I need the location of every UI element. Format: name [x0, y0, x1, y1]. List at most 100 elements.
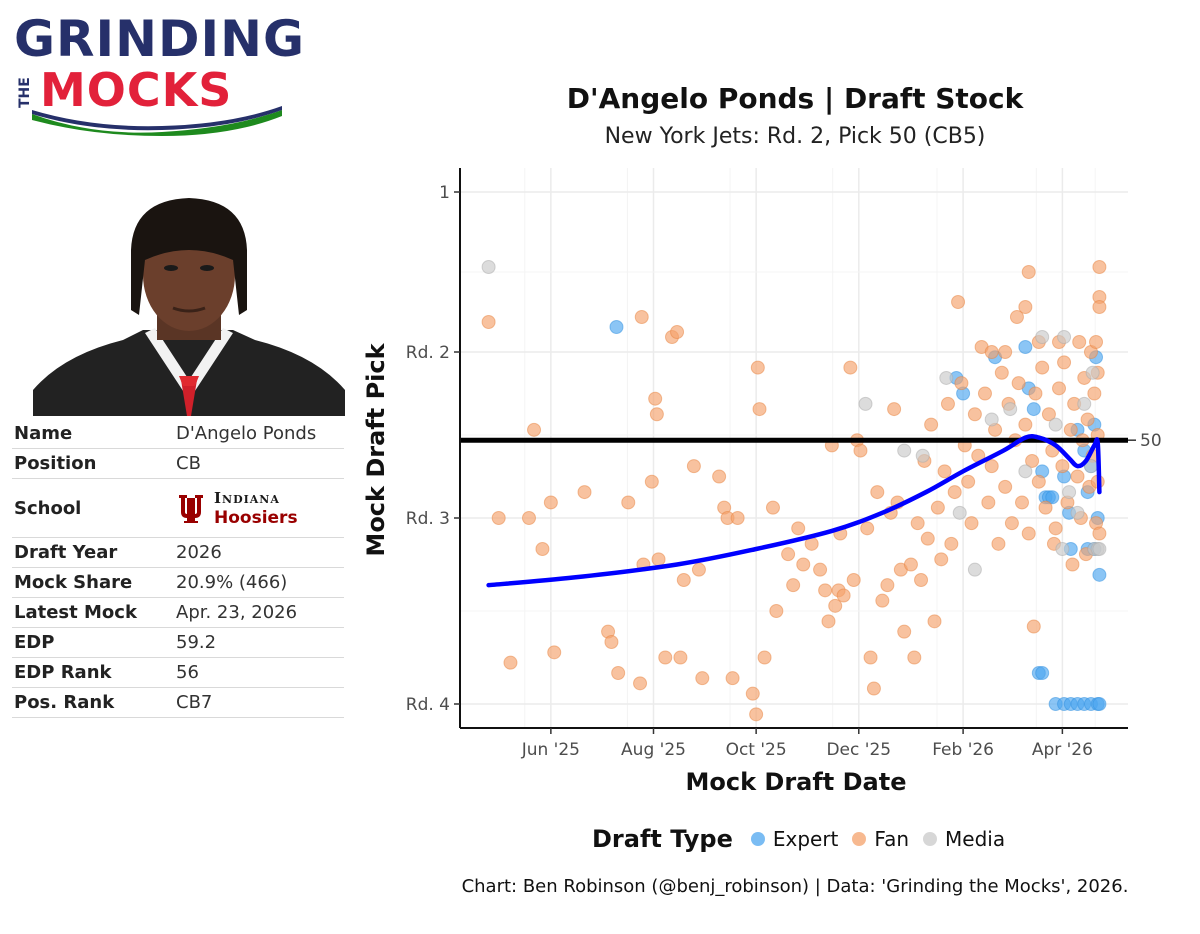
data-point-fan	[649, 407, 664, 422]
data-point-fan	[1048, 521, 1063, 536]
data-point-fan	[695, 671, 710, 686]
data-point-fan	[1035, 360, 1050, 375]
data-point-media	[858, 396, 873, 411]
data-point-expert	[1092, 567, 1107, 582]
x-tick-label: Jun '25	[521, 740, 580, 760]
data-point-fan	[1018, 300, 1033, 314]
latest-mock-label: Latest Mock	[12, 597, 174, 628]
chart-legend: Draft Type Expert Fan Media	[592, 825, 1005, 853]
data-point-fan	[750, 360, 765, 375]
edp-rank-label: EDP Rank	[12, 657, 174, 688]
data-point-fan	[924, 417, 939, 432]
data-point-fan	[1070, 469, 1085, 484]
x-tick-label: Apr '26	[1032, 740, 1093, 760]
football-field-icon	[32, 106, 282, 136]
data-point-fan	[887, 402, 902, 417]
data-point-fan	[621, 495, 636, 510]
data-point-fan	[604, 635, 619, 649]
data-point-fan	[691, 562, 706, 577]
chart-title: D'Angelo Ponds | Draft Stock	[566, 82, 1024, 115]
chart-grid	[460, 168, 1128, 728]
data-point-media	[1092, 542, 1107, 556]
data-point-fan	[998, 345, 1013, 359]
data-point-fan	[866, 681, 881, 696]
data-point-fan	[611, 666, 626, 680]
data-point-fan	[984, 345, 999, 359]
school-label: School	[12, 478, 174, 538]
info-row-name: Name D'Angelo Ponds	[12, 419, 344, 449]
data-point-fan	[673, 650, 688, 665]
data-point-fan	[1028, 386, 1043, 401]
data-point-fan	[527, 422, 542, 437]
data-point-fan	[648, 391, 663, 406]
logo-line-2: MOCKS	[40, 63, 233, 117]
data-point-media	[984, 412, 999, 427]
data-point-fan	[1080, 412, 1095, 427]
data-point-media	[1018, 464, 1033, 479]
data-point-expert	[609, 320, 624, 334]
data-point-fan	[1063, 422, 1078, 437]
chart-points	[481, 260, 1107, 722]
data-point-fan	[651, 552, 666, 567]
legend-label-media: Media	[945, 827, 1006, 851]
mock-share-label: Mock Share	[12, 567, 174, 598]
data-point-fan	[836, 588, 851, 603]
x-tick-label: Dec '25	[826, 740, 891, 760]
info-row-latest-mock: Latest Mock Apr. 23, 2026	[12, 597, 344, 628]
legend-item-fan: Fan	[852, 827, 909, 851]
legend-swatch-expert	[750, 832, 765, 846]
data-point-fan	[853, 443, 868, 458]
data-point-fan	[940, 396, 955, 411]
data-point-fan	[644, 474, 659, 489]
data-point-fan	[481, 315, 496, 329]
grinding-the-mocks-logo: GRINDING THE MOCKS	[12, 10, 304, 136]
data-point-media	[1070, 505, 1085, 520]
data-point-fan	[1031, 474, 1046, 489]
player-photo	[33, 198, 345, 416]
data-point-fan	[1025, 453, 1040, 468]
data-point-fan	[937, 464, 952, 479]
data-point-fan	[1014, 495, 1029, 510]
data-point-fan	[1018, 417, 1033, 432]
player-info-table: Name D'Angelo Ponds Position CB School I…	[12, 419, 344, 718]
legend-label-fan: Fan	[874, 827, 910, 851]
info-row-edp: EDP 59.2	[12, 627, 344, 658]
data-point-fan	[791, 521, 806, 536]
data-point-fan	[828, 598, 843, 613]
data-point-fan	[863, 650, 878, 665]
legend-label-expert: Expert	[772, 827, 839, 851]
data-point-media	[1062, 485, 1077, 500]
pos-rank-label: Pos. Rank	[12, 687, 174, 718]
trend-line	[486, 434, 1102, 588]
data-point-media	[1077, 396, 1092, 411]
school-value: Indiana Hoosiers	[174, 478, 344, 538]
data-point-fan	[818, 583, 833, 598]
y-axis-title: Mock Draft Pick	[362, 342, 390, 556]
data-point-fan	[491, 511, 506, 525]
data-point-fan	[1021, 265, 1036, 279]
data-point-fan	[1026, 619, 1041, 634]
legend-swatch-fan	[852, 832, 867, 846]
data-point-fan	[1089, 335, 1104, 349]
data-point-fan	[730, 511, 745, 525]
data-point-fan	[686, 459, 701, 474]
data-point-fan	[994, 365, 1009, 380]
indiana-trident-icon	[179, 495, 203, 523]
info-row-mock-share: Mock Share 20.9% (466)	[12, 567, 344, 598]
y-tick-label: Rd. 4	[406, 695, 450, 715]
data-point-fan	[1087, 386, 1102, 401]
info-row-pos-rank: Pos. Rank CB7	[12, 687, 344, 718]
data-point-fan	[1004, 516, 1019, 531]
mock-share-value: 20.9% (466)	[174, 567, 344, 598]
data-point-fan	[860, 521, 875, 536]
chart-axes: 1 Rd. 2 Rd. 3 Rd. 4 Jun '25 Aug '25 Oct '25 Dec…	[362, 168, 1128, 796]
legend-item-media: Media	[923, 827, 1005, 851]
position-label: Position	[12, 448, 174, 479]
chart-overlay: 50	[460, 431, 1162, 588]
data-point-media	[967, 562, 982, 577]
data-point-fan	[934, 552, 949, 567]
data-point-fan	[944, 536, 959, 551]
data-point-media	[1057, 330, 1072, 344]
x-tick-label: Aug '25	[621, 740, 686, 760]
data-point-fan	[947, 485, 962, 500]
